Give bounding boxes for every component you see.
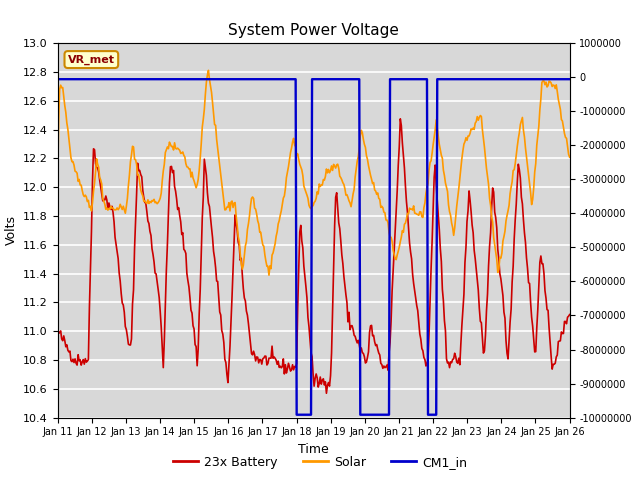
Title: System Power Voltage: System Power Voltage [228, 23, 399, 38]
X-axis label: Time: Time [298, 443, 329, 456]
Y-axis label: Volts: Volts [4, 216, 17, 245]
Legend: 23x Battery, Solar, CM1_in: 23x Battery, Solar, CM1_in [168, 451, 472, 474]
Text: VR_met: VR_met [68, 54, 115, 65]
